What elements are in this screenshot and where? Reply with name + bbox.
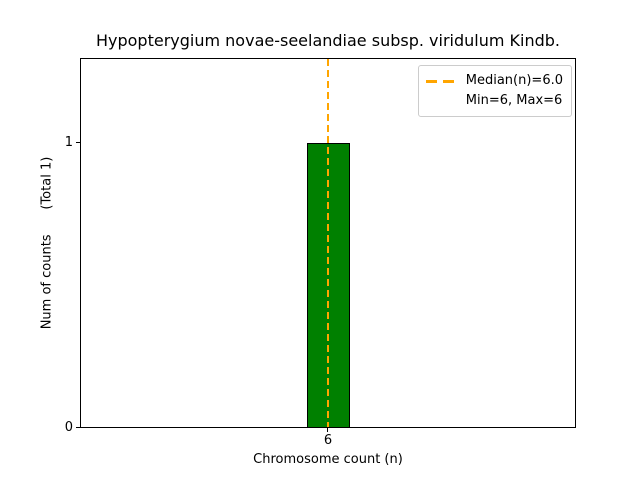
y-tick-mark-0 bbox=[76, 427, 80, 428]
legend-row-minmax: Min=6, Max=6 bbox=[426, 91, 563, 111]
x-tick-label-6: 6 bbox=[323, 433, 333, 448]
chart-title: Hypopterygium novae-seelandiae subsp. vi… bbox=[95, 31, 560, 50]
plot-area: Median(n)=6.0 Min=6, Max=6 bbox=[80, 58, 576, 428]
y-axis-label: Num of counts (Total 1) bbox=[39, 156, 55, 330]
legend-median-label: Median(n)=6.0 bbox=[465, 73, 563, 88]
median-line bbox=[327, 59, 329, 427]
x-tick-mark-6 bbox=[327, 428, 328, 432]
y-tick-mark-1 bbox=[76, 142, 80, 143]
legend: Median(n)=6.0 Min=6, Max=6 bbox=[417, 65, 572, 117]
y-tick-label-1: 1 bbox=[64, 135, 73, 150]
legend-minmax-label: Min=6, Max=6 bbox=[465, 93, 563, 108]
y-tick-label-0: 0 bbox=[64, 420, 73, 435]
median-dashed-line-icon bbox=[425, 79, 458, 83]
legend-empty-marker bbox=[426, 100, 458, 103]
legend-row-median: Median(n)=6.0 bbox=[425, 71, 563, 91]
x-axis-label: Chromosome count (n) bbox=[253, 452, 403, 467]
